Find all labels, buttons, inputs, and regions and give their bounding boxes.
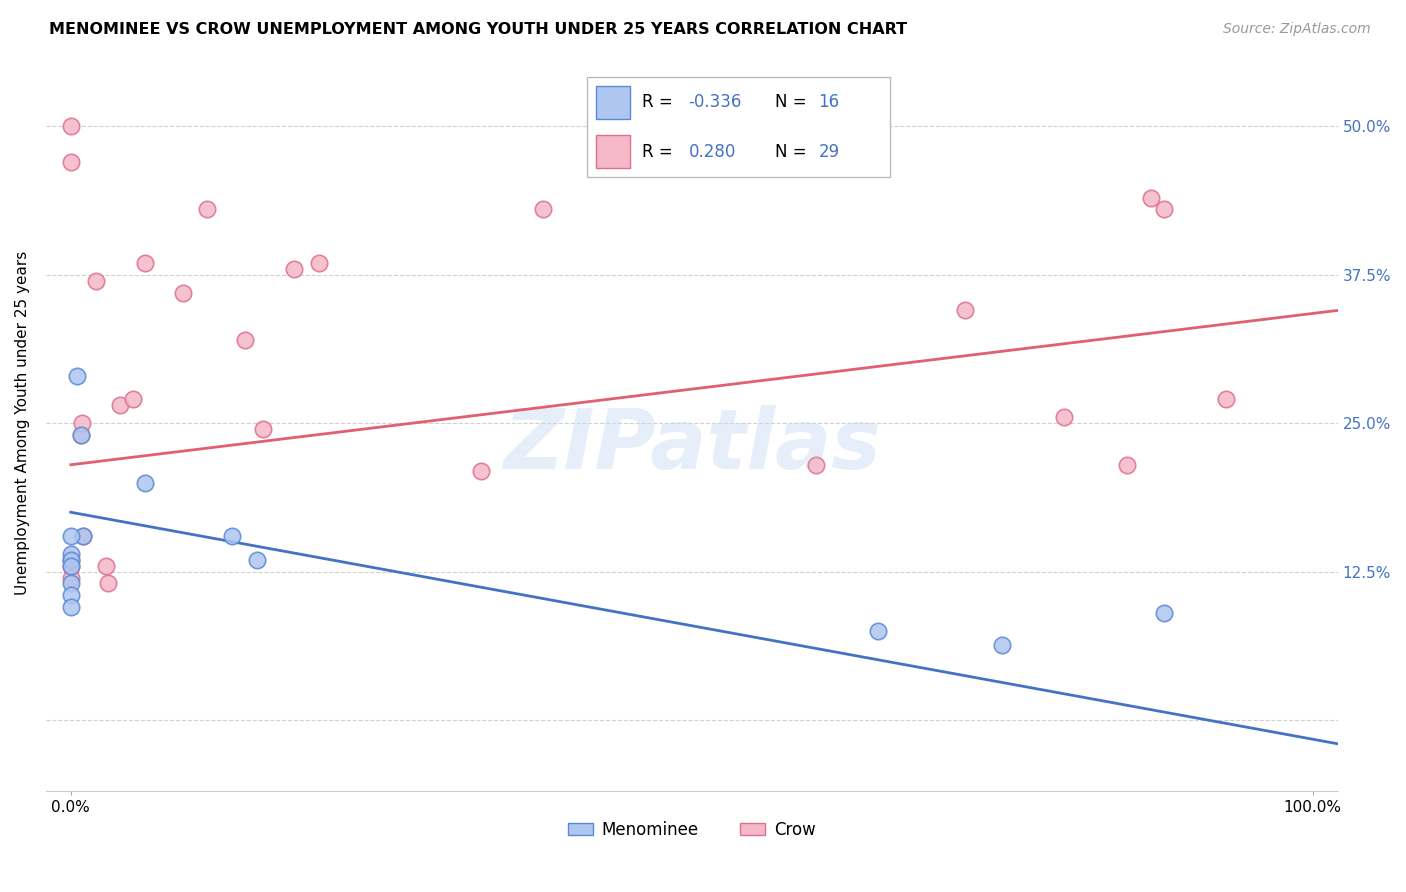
Point [59, 576, 82, 591]
Point [72, 529, 94, 543]
Point [97, 576, 120, 591]
Point [69, 428, 91, 442]
Bar [596, 87, 630, 119]
Point [59, 588, 82, 602]
Point [1153, 606, 1175, 620]
Y-axis label: Unemployment Among Youth under 25 years: Unemployment Among Youth under 25 years [15, 251, 30, 595]
Point [283, 261, 305, 276]
Point [1140, 191, 1163, 205]
Point [953, 303, 976, 318]
Text: N =: N = [775, 94, 807, 112]
Point [221, 529, 243, 543]
Point [1115, 458, 1137, 472]
Point [531, 202, 554, 217]
Point [59, 553, 82, 567]
Point [110, 398, 132, 412]
Point [172, 285, 194, 300]
Text: MENOMINEE VS CROW UNEMPLOYMENT AMONG YOUTH UNDER 25 YEARS CORRELATION CHART: MENOMINEE VS CROW UNEMPLOYMENT AMONG YOU… [49, 22, 907, 37]
Point [868, 624, 890, 638]
Text: 16: 16 [818, 94, 839, 112]
Point [1215, 392, 1237, 407]
Point [1153, 202, 1175, 217]
Point [66, 368, 89, 383]
Point [84, 274, 107, 288]
Point [59, 558, 82, 573]
Point [1053, 410, 1076, 425]
Text: -0.336: -0.336 [689, 94, 742, 112]
Point [59, 547, 82, 561]
Text: 0.280: 0.280 [689, 143, 735, 161]
Point [94, 558, 117, 573]
Point [122, 392, 145, 407]
Point [59, 558, 82, 573]
Text: Source: ZipAtlas.com: Source: ZipAtlas.com [1223, 22, 1371, 37]
Text: R =: R = [643, 143, 673, 161]
Point [233, 333, 256, 347]
Text: ZIPatlas: ZIPatlas [503, 405, 880, 486]
Legend: Menominee, Crow: Menominee, Crow [561, 814, 823, 846]
Point [991, 638, 1014, 652]
Point [59, 155, 82, 169]
Point [134, 475, 156, 490]
Point [134, 256, 156, 270]
Point [72, 529, 94, 543]
Point [804, 458, 827, 472]
Text: 29: 29 [818, 143, 839, 161]
Point [69, 428, 91, 442]
FancyBboxPatch shape [586, 77, 890, 178]
Point [470, 464, 492, 478]
Text: N =: N = [775, 143, 807, 161]
Point [59, 570, 82, 584]
Point [252, 422, 274, 436]
Point [308, 256, 330, 270]
Point [70, 416, 93, 430]
Bar [596, 136, 630, 168]
Point [59, 600, 82, 615]
Point [59, 120, 82, 134]
Point [59, 529, 82, 543]
Text: R =: R = [643, 94, 673, 112]
Point [197, 202, 219, 217]
Point [59, 553, 82, 567]
Point [246, 553, 269, 567]
